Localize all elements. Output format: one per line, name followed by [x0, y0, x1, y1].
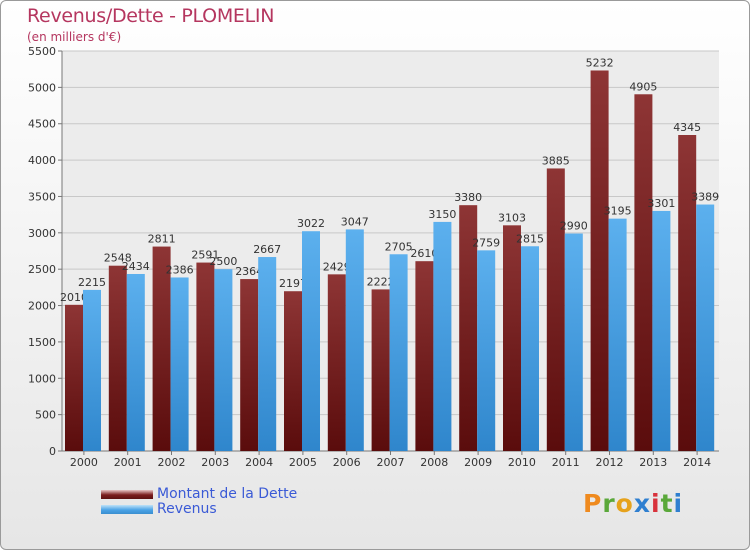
- y-tick-label: 1500: [28, 336, 56, 349]
- data-label-revenue: 3195: [604, 205, 632, 218]
- data-label-debt: 2364: [235, 265, 263, 278]
- y-tick-label: 5000: [28, 81, 56, 94]
- bar-debt: [196, 262, 215, 451]
- bar-revenue: [214, 269, 233, 451]
- bar-debt: [678, 135, 697, 451]
- data-label-revenue: 2500: [209, 255, 237, 268]
- bar-debt: [65, 304, 83, 451]
- y-tick-label: 4000: [28, 154, 56, 167]
- bar-revenue: [564, 233, 583, 451]
- data-label-revenue: 3150: [428, 208, 456, 221]
- x-tick-label: 2001: [114, 456, 142, 469]
- y-tick-label: 3000: [28, 227, 56, 240]
- data-label-debt: 2610: [410, 247, 438, 260]
- data-label-debt: 4345: [673, 121, 701, 134]
- bar-debt: [634, 94, 653, 451]
- y-tick-label: 2500: [28, 263, 56, 276]
- data-label-revenue: 2759: [472, 236, 500, 249]
- bar-revenue: [170, 277, 189, 451]
- x-tick-label: 2002: [158, 456, 186, 469]
- x-tick-label: 2005: [289, 456, 317, 469]
- y-tick-label: 1000: [28, 372, 56, 385]
- x-tick-label: 2007: [377, 456, 405, 469]
- x-tick-label: 2000: [70, 456, 98, 469]
- x-tick-label: 2010: [508, 456, 536, 469]
- data-label-revenue: 2667: [253, 243, 281, 256]
- legend-label-revenue: Revenus: [157, 501, 217, 517]
- bar-revenue: [345, 229, 364, 451]
- data-label-revenue: 3047: [341, 215, 369, 228]
- bar-revenue: [696, 204, 715, 451]
- bar-debt: [503, 225, 521, 451]
- x-tick-label: 2008: [420, 456, 448, 469]
- y-tick-label: 5500: [28, 45, 56, 58]
- x-tick-label: 2003: [201, 456, 229, 469]
- x-tick-label: 2013: [639, 456, 667, 469]
- bar-revenue: [126, 273, 145, 451]
- data-label-debt: 2548: [104, 252, 132, 265]
- y-tick-label: 3500: [28, 190, 56, 203]
- bar-debt: [327, 274, 346, 451]
- bar-debt: [371, 289, 390, 451]
- proxiti-logo: Proxiti: [583, 489, 684, 518]
- legend-label-debt: Montant de la Dette: [157, 486, 298, 502]
- bar-revenue: [389, 254, 408, 451]
- bar-revenue: [652, 210, 671, 451]
- bar-debt: [546, 168, 565, 452]
- bar-revenue: [521, 246, 539, 451]
- x-tick-label: 2012: [596, 456, 624, 469]
- bar-revenue: [433, 221, 452, 451]
- data-label-revenue: 2215: [78, 276, 106, 289]
- bar-revenue: [477, 250, 496, 451]
- bar-revenue: [258, 257, 277, 451]
- data-label-debt: 2811: [148, 233, 176, 246]
- y-tick-label: 2000: [28, 300, 56, 313]
- x-tick-label: 2006: [333, 456, 361, 469]
- data-label-debt: 3103: [498, 211, 526, 224]
- bar-debt: [240, 279, 259, 451]
- legend-swatch-revenue: [101, 505, 153, 514]
- data-label-revenue: 2990: [560, 220, 588, 233]
- legend-swatch-debt: [101, 490, 153, 499]
- x-tick-label: 2011: [552, 456, 580, 469]
- bar-revenue: [302, 231, 320, 451]
- data-label-revenue: 3022: [297, 217, 325, 230]
- data-label-revenue: 3301: [647, 197, 675, 210]
- data-label-debt: 4905: [629, 80, 657, 93]
- data-label-debt: 2197: [279, 277, 307, 290]
- chart-title: Revenus/Dette - PLOMELIN: [27, 5, 275, 27]
- y-tick-label: 4500: [28, 118, 56, 131]
- data-label-debt: 3885: [542, 154, 570, 167]
- x-tick-label: 2004: [245, 456, 273, 469]
- data-label-debt: 2222: [367, 275, 395, 288]
- data-label-debt: 2010: [60, 291, 88, 304]
- bar-debt: [284, 291, 302, 451]
- x-tick-label: 2014: [683, 456, 711, 469]
- x-tick-label: 2009: [464, 456, 492, 469]
- data-label-revenue: 2386: [166, 263, 194, 276]
- bar-debt: [152, 246, 171, 451]
- y-tick-label: 0: [49, 445, 56, 458]
- chart-subtitle: (en milliers d'€): [27, 30, 122, 44]
- data-label-revenue: 2815: [516, 232, 544, 245]
- y-tick-label: 500: [35, 409, 56, 422]
- bar-debt: [459, 205, 478, 451]
- data-label-revenue: 2705: [385, 240, 413, 253]
- bar-debt: [590, 70, 609, 451]
- data-label-revenue: 3389: [691, 191, 719, 204]
- data-label-revenue: 2434: [122, 260, 150, 273]
- data-label-debt: 5232: [586, 56, 614, 69]
- bar-debt: [108, 265, 127, 451]
- data-label-debt: 2429: [323, 260, 351, 273]
- bar-debt: [415, 261, 434, 451]
- data-label-debt: 3380: [454, 191, 482, 204]
- bar-revenue: [83, 289, 101, 451]
- bar-revenue: [608, 218, 627, 451]
- data-label-debt: 2591: [191, 249, 219, 262]
